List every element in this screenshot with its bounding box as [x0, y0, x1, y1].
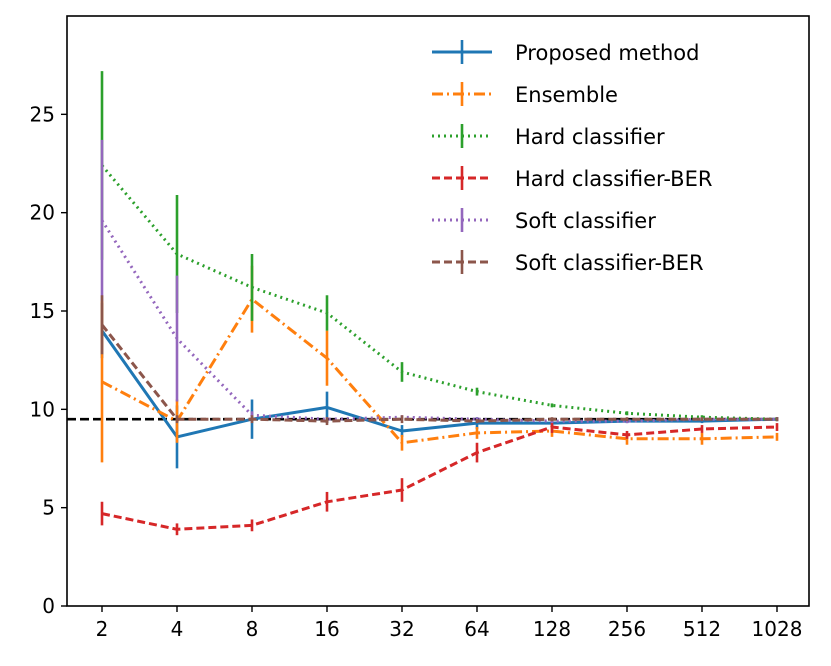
series-line: [101, 297, 778, 445]
legend-entry-3: Hard classifier: [432, 124, 665, 149]
legend-label: Hard classifier: [515, 125, 665, 149]
x-tick-label: 256: [608, 617, 646, 641]
y-tick-label: 5: [42, 496, 55, 520]
legend-entry-4: Hard classifier-BER: [432, 166, 712, 191]
legend-entry-6: Soft classifier-BER: [432, 250, 704, 275]
legend-label: Hard classifier-BER: [515, 167, 712, 191]
series-line: [100, 329, 778, 439]
x-tick-label: 1028: [752, 617, 803, 641]
legend-label: Soft classifier-BER: [515, 251, 704, 275]
x-tick-label: 8: [246, 617, 259, 641]
x-tick-label: 16: [314, 617, 339, 641]
y-tick-label: 15: [30, 299, 55, 323]
legend-label: Ensemble: [515, 83, 618, 107]
series-6: [100, 295, 779, 426]
legend-entry-5: Soft classifier: [432, 208, 656, 233]
series-line: [100, 323, 777, 423]
x-tick-label: 32: [389, 617, 414, 641]
series-line: [101, 425, 778, 531]
legend: Proposed method Ensemble Hard classifier Ha…: [432, 40, 712, 275]
y-tick-label: 0: [42, 594, 55, 618]
y-tick-label: 10: [30, 397, 55, 421]
series-layer: [100, 71, 779, 536]
x-tick-label: 512: [683, 617, 721, 641]
legend-entry-2: Ensemble: [432, 82, 618, 107]
y-tick-label: 20: [30, 201, 55, 225]
x-tick-label: 128: [533, 617, 571, 641]
y-tick-label: 25: [30, 102, 55, 126]
series-line: [100, 164, 778, 421]
legend-entry-1: Proposed method: [432, 40, 699, 65]
legend-label: Soft classifier: [515, 209, 656, 233]
series-line: [100, 219, 777, 423]
x-tick-label: 2: [96, 617, 109, 641]
x-tick-label: 4: [171, 617, 184, 641]
legend-label: Proposed method: [515, 41, 699, 65]
axes: 2 4 8 16 32 64 128 256 512 1028 0 5 10 15 20 25: [30, 15, 810, 641]
x-tick-label: 64: [464, 617, 489, 641]
